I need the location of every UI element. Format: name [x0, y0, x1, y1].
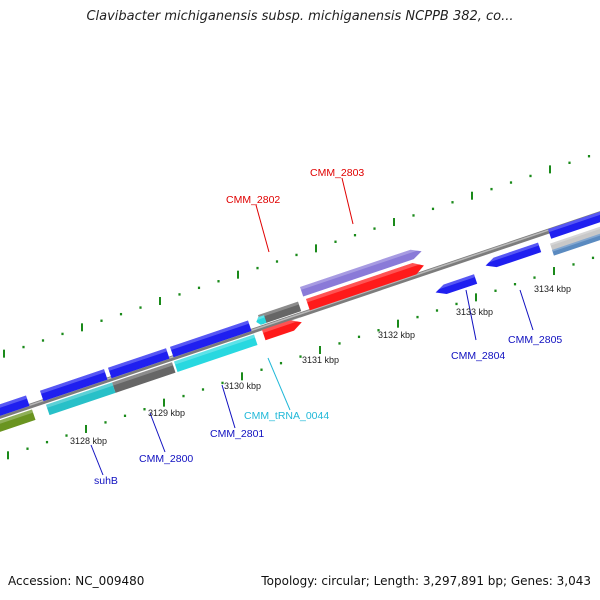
gene-cmm-2800[interactable]	[112, 362, 176, 393]
connector-cmm-trna-0044	[267, 357, 291, 411]
gene-cmm-2804[interactable]	[434, 274, 478, 297]
gene-olive[interactable]	[0, 409, 36, 435]
gene-cmm-2802-red-shape[interactable]	[262, 317, 304, 341]
gene-teal-shape[interactable]	[46, 382, 116, 416]
gene-cmm-2802-red-highlight	[262, 317, 302, 333]
scale-label-3131: 3131 kbp	[302, 355, 339, 365]
gene-label-cmm-2800[interactable]: CMM_2800	[139, 453, 193, 465]
gene-cmm-2804-highlight	[434, 274, 475, 291]
connector-cmm-2803	[341, 177, 354, 225]
gene-blue-b[interactable]	[108, 348, 170, 379]
gene-label-cmm-2802[interactable]: CMM_2802	[226, 194, 280, 206]
gene-label-cmm-2804[interactable]: CMM_2804	[451, 350, 505, 362]
gene-blue-c-shape[interactable]	[40, 369, 108, 402]
gene-label-cmm-2803[interactable]: CMM_2803	[310, 167, 364, 179]
accession-text: Accession: NC_009480	[8, 574, 145, 588]
gene-blue-b-highlight	[108, 348, 168, 371]
gene-blue-b-shape[interactable]	[108, 348, 170, 379]
gene-teal-highlight	[46, 382, 114, 408]
gene-cmm-2805-highlight	[484, 242, 539, 264]
gene-cmm-2802-gray-highlight	[258, 301, 299, 319]
scale-label-3132: 3132 kbp	[378, 330, 415, 340]
gene-cmm-2803-highlight	[300, 246, 421, 290]
gene-blue-d-highlight	[0, 395, 28, 411]
connector-cmm-2800	[149, 412, 166, 453]
gene-cmm-2802-red[interactable]	[262, 317, 304, 341]
scale-ticks	[3, 155, 595, 460]
gene-cmm-2802-gray-shape[interactable]	[258, 301, 302, 325]
connector-cmm-2802	[255, 204, 270, 253]
gene-right-steel-highlight	[552, 230, 600, 252]
gene-cmm-2803-red[interactable]	[306, 259, 426, 311]
gene-label-cmm-trna-0044[interactable]: CMM_tRNA_0044	[244, 410, 329, 422]
trna-cmm-0044-shape[interactable]	[255, 315, 267, 326]
sequence-backbone	[0, 211, 600, 419]
gene-right-blue-shape[interactable]	[548, 208, 600, 239]
gene-blue-a[interactable]	[170, 320, 252, 358]
genome-summary-text: Topology: circular; Length: 3,297,891 bp…	[261, 574, 591, 588]
gene-blue-a-shape[interactable]	[170, 320, 252, 358]
gene-cmm-2802-gray[interactable]	[258, 301, 302, 325]
map-title: Clavibacter michiganensis subsp. michiga…	[86, 9, 514, 24]
gene-right-steel-shape[interactable]	[552, 230, 600, 256]
gene-label-cmm-2801[interactable]: CMM_2801	[210, 428, 264, 440]
gene-right-silver-shape[interactable]	[550, 223, 600, 251]
gene-blue-c[interactable]	[40, 369, 108, 402]
gene-cmm-2804-shape[interactable]	[434, 274, 478, 297]
connector-suhb	[90, 444, 104, 476]
connector-cmm-2805	[519, 289, 534, 331]
gene-cyan[interactable]	[174, 334, 258, 372]
gene-olive-shape[interactable]	[0, 409, 36, 435]
scale-label-3130: 3130 kbp	[224, 381, 261, 391]
gene-cmm-2805-shape[interactable]	[484, 242, 542, 271]
connector-cmm-2801	[221, 384, 236, 429]
gene-cmm-2803-shape[interactable]	[300, 247, 423, 297]
gene-blue-d-shape[interactable]	[0, 395, 30, 419]
gene-olive-highlight	[0, 409, 34, 427]
gene-right-silver-highlight	[550, 223, 600, 246]
trna-cmm-0044-highlight	[255, 315, 265, 321]
scale-label-3134: 3134 kbp	[534, 284, 571, 294]
connector-cmm-2804	[465, 289, 477, 341]
gene-cmm-2800-shape[interactable]	[112, 362, 176, 393]
gene-cmm-2800-highlight	[112, 362, 174, 386]
gene-cyan-highlight	[174, 334, 256, 365]
gene-blue-c-highlight	[40, 369, 106, 394]
gene-right-blue-highlight	[548, 208, 600, 233]
gene-cmm-2805[interactable]	[484, 242, 542, 271]
gene-label-suhb[interactable]: suhB	[94, 475, 118, 487]
scale-label-3133: 3133 kbp	[456, 307, 493, 317]
scale-label-3128: 3128 kbp	[70, 436, 107, 446]
gene-cmm-2803-red-shape[interactable]	[306, 260, 426, 311]
gene-cmm-2803-red-highlight	[306, 259, 424, 303]
gene-blue-a-highlight	[170, 320, 250, 351]
scale-label-3129: 3129 kbp	[148, 408, 185, 418]
gene-teal[interactable]	[46, 382, 116, 416]
trna-cmm-0044[interactable]	[255, 315, 267, 326]
gene-right-steel[interactable]	[552, 230, 600, 256]
gene-track	[0, 208, 600, 435]
gene-label-cmm-2805[interactable]: CMM_2805	[508, 334, 562, 346]
gene-right-blue[interactable]	[548, 208, 600, 239]
gene-blue-d[interactable]	[0, 395, 30, 419]
gene-cyan-shape[interactable]	[174, 334, 258, 372]
gene-right-silver[interactable]	[550, 223, 600, 251]
gene-cmm-2803[interactable]	[300, 246, 423, 297]
